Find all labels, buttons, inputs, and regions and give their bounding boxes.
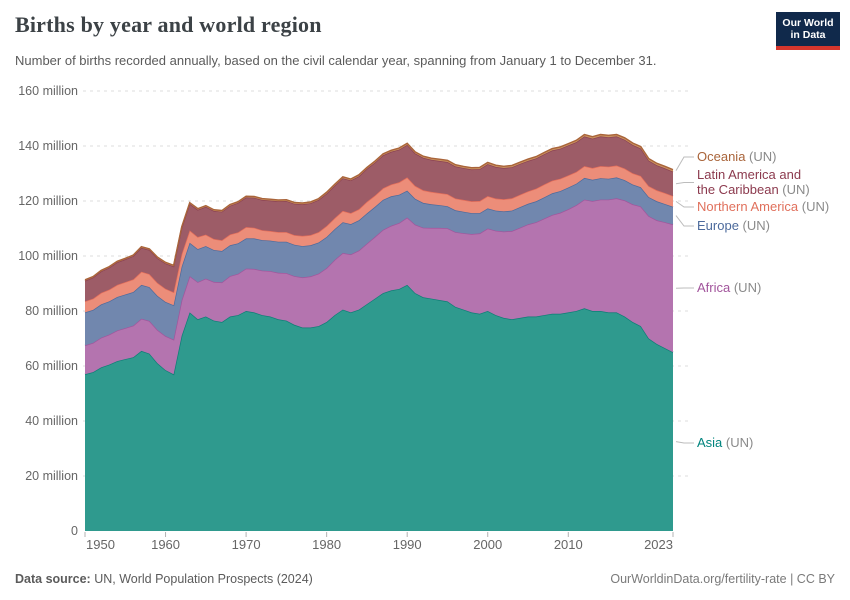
legend-label-africa: Africa: [697, 280, 731, 295]
legend-label-latin-america-and-the-caribbean-line1: Latin America and: [697, 167, 802, 182]
area-oceania: [85, 134, 673, 281]
legend-label-oceania: Oceania: [697, 149, 746, 164]
legend-connector-oceania: [675, 156, 694, 171]
area-northern-america: [85, 165, 673, 313]
area-line-europe: [84, 176, 674, 314]
x-tick-label-2023: 2023: [644, 537, 673, 552]
legend-suffix-asia: (UN): [722, 435, 754, 450]
license-label: CC BY: [796, 572, 835, 586]
data-source: Data source: UN, World Population Prospe…: [15, 572, 313, 586]
legend-suffix-northern-america: (UN): [798, 199, 830, 214]
area-africa: [85, 198, 673, 375]
attribution-separator: |: [786, 572, 797, 586]
y-tick-label-60: 60 million: [25, 359, 78, 373]
legend-connector-latin-america-and-the-caribbean: [675, 182, 694, 185]
y-tick-label-40: 40 million: [25, 414, 78, 428]
x-tick-label-1980: 1980: [312, 537, 342, 552]
data-source-value: UN, World Population Prospects (2024): [90, 572, 313, 586]
legend-item-asia[interactable]: Asia (UN): [697, 435, 849, 451]
x-tick-label-1990: 1990: [392, 537, 422, 552]
owid-url-link[interactable]: OurWorldinData.org/fertility-rate: [610, 572, 787, 586]
page-title: Births by year and world region: [15, 12, 322, 37]
legend-connector-europe: [675, 215, 694, 227]
legend-connector-northern-america: [675, 200, 694, 208]
legend-suffix-europe: (UN): [738, 218, 770, 233]
owid-logo[interactable]: Our World in Data: [776, 12, 840, 50]
chart-subtitle: Number of births recorded annually, base…: [15, 53, 657, 68]
x-tick-label-1960: 1960: [151, 537, 181, 552]
area-line-africa: [84, 197, 674, 347]
area-latin-america-and-the-caribbean: [85, 136, 673, 302]
legend-label-asia: Asia: [697, 435, 723, 450]
legend-item-latin-america-and-the-caribbean[interactable]: Latin America and the Caribbean (UN): [697, 167, 849, 197]
area-europe: [85, 177, 673, 346]
legend-item-europe[interactable]: Europe (UN): [697, 218, 849, 234]
legend-suffix-oceania: (UN): [745, 149, 777, 164]
legend-label-europe: Europe: [697, 218, 739, 233]
legend-item-oceania[interactable]: Oceania (UN): [697, 149, 849, 165]
legend-suffix-africa: (UN): [730, 280, 762, 295]
owid-logo-line2: in Data: [790, 29, 826, 41]
owid-logo-line1: Our World: [782, 17, 834, 29]
legend-connector-asia: [675, 441, 694, 444]
chart-footer: Data source: UN, World Population Prospe…: [15, 572, 835, 586]
y-tick-label-160: 160 million: [18, 84, 78, 98]
legend-suffix-latin-america-and-the-caribbean: (UN): [778, 181, 810, 197]
y-tick-label-80: 80 million: [25, 304, 78, 318]
legend-item-northern-america[interactable]: Northern America (UN): [697, 199, 849, 215]
data-source-label: Data source:: [15, 572, 91, 586]
x-tick-label-2000: 2000: [473, 537, 503, 552]
y-tick-label-140: 140 million: [18, 139, 78, 153]
y-tick-label-120: 120 million: [18, 194, 78, 208]
x-tick-label-2010: 2010: [553, 537, 583, 552]
attribution: OurWorldinData.org/fertility-rate | CC B…: [610, 572, 835, 586]
x-tick-label-1970: 1970: [231, 537, 261, 552]
y-tick-label-100: 100 million: [18, 249, 78, 263]
legend-item-africa[interactable]: Africa (UN): [697, 280, 849, 296]
legend-label-latin-america-and-the-caribbean-line2: the Caribbean: [697, 181, 779, 197]
legend-label-northern-america: Northern America: [697, 199, 799, 214]
area-line-oceania: [84, 133, 674, 281]
area-asia: [85, 284, 673, 531]
y-tick-label-0: 0: [71, 524, 78, 538]
x-tick-label-1950: 1950: [86, 537, 115, 552]
y-tick-label-20: 20 million: [25, 469, 78, 483]
